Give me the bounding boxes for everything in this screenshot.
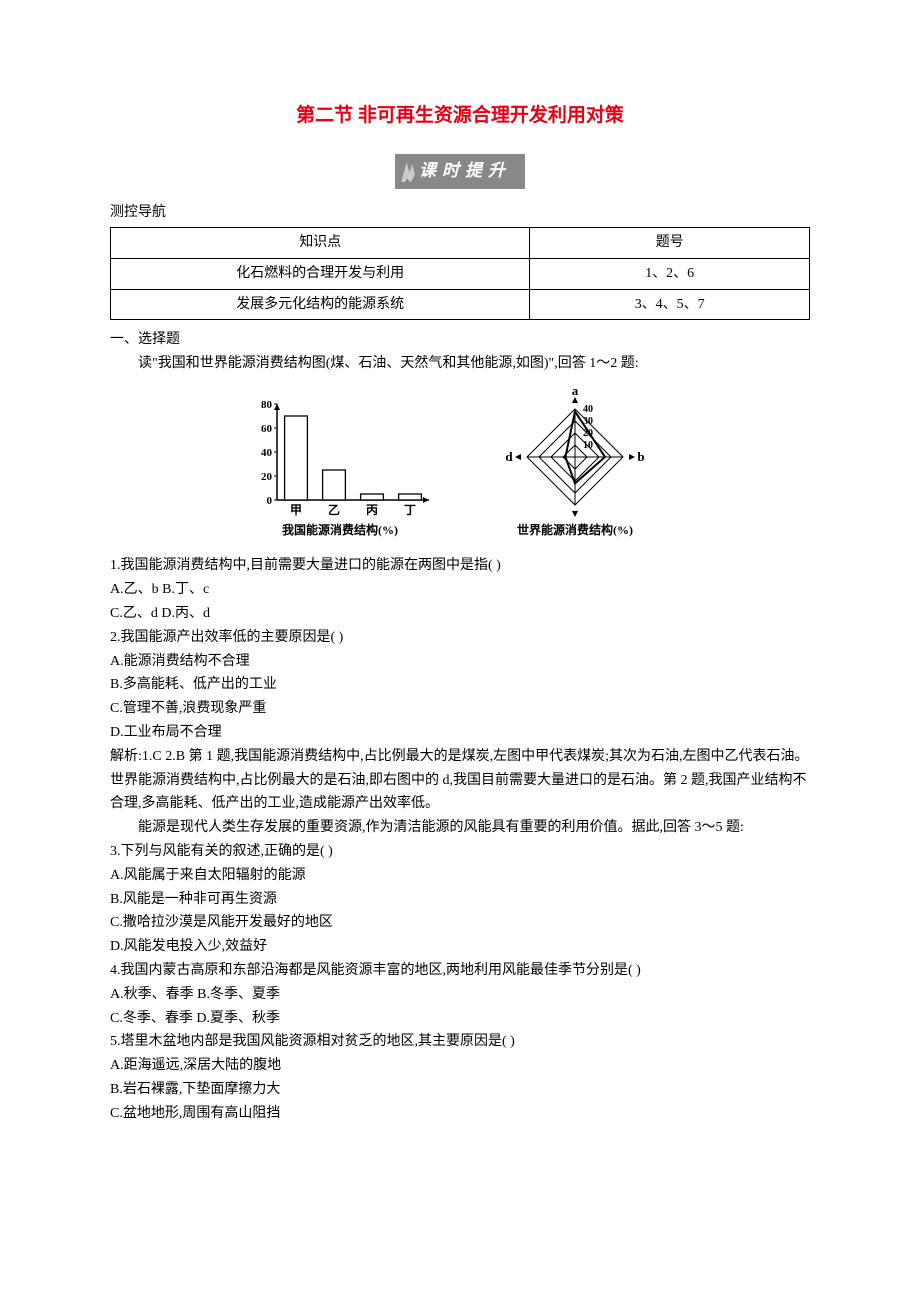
q3-opt: C.撒哈拉沙漠是风能开发最好的地区 [110, 911, 810, 935]
table-row: 发展多元化结构的能源系统 3、4、5、7 [111, 289, 810, 320]
explanation: 解析:1.C 2.B 第 1 题,我国能源消费结构中,占比例最大的是煤炭,左图中… [110, 745, 810, 816]
badge-wrap: 课时提升 [110, 154, 810, 189]
q5-stem: 5.塔里木盆地内部是我国风能资源相对贫乏的地区,其主要原因是( ) [110, 1030, 810, 1054]
svg-text:60: 60 [261, 423, 273, 435]
svg-text:20: 20 [261, 471, 273, 483]
bar-chart-caption: 我国能源消费结构(%) [245, 520, 435, 540]
svg-text:c: c [572, 515, 578, 518]
section-a-heading: 一、选择题 [110, 328, 810, 352]
intro-text: 能源是现代人类生存发展的重要资源,作为清洁能源的风能具有重要的利用价值。据此,回… [110, 816, 810, 840]
radar-chart-caption: 世界能源消费结构(%) [475, 520, 675, 540]
intro-text: 读"我国和世界能源消费结构图(煤、石油、天然气和其他能源,如图)",回答 1～2… [110, 352, 810, 376]
radar-chart: abcd10203040 世界能源消费结构(%) [475, 388, 675, 540]
svg-text:乙: 乙 [328, 503, 340, 517]
q2-opt: D.工业布局不合理 [110, 721, 810, 745]
q3-opt: B.风能是一种非可再生资源 [110, 888, 810, 912]
svg-text:d: d [505, 449, 513, 464]
svg-text:40: 40 [583, 404, 593, 415]
q4-opt: C.冬季、春季 D.夏季、秋季 [110, 1007, 810, 1031]
table-row: 知识点 题号 [111, 227, 810, 258]
col-header: 题号 [530, 227, 810, 258]
svg-text:丁: 丁 [404, 503, 416, 517]
bar-chart-svg: 0 20 40 60 80 甲 乙 丙 丁 [245, 398, 435, 518]
chart-area: 020406080甲乙丙丁 我国能源消费结构(%) abcd10203040 世… [110, 388, 810, 540]
bar-chart: 0 20 40 60 80 甲 乙 丙 丁 我国能源消费结构(%) [245, 398, 435, 540]
svg-text:80: 80 [261, 399, 273, 411]
q1-stem: 1.我国能源消费结构中,目前需要大量进口的能源在两图中是指( ) [110, 554, 810, 578]
svg-text:丙: 丙 [366, 503, 378, 517]
q2-opt: C.管理不善,浪费现象严重 [110, 697, 810, 721]
svg-text:10: 10 [583, 440, 593, 451]
radar-chart-svg: abcd10203040 [475, 388, 675, 518]
q5-opt: C.盆地地形,周围有高山阻挡 [110, 1102, 810, 1126]
table-cell: 1、2、6 [530, 258, 810, 289]
svg-text:b: b [637, 449, 644, 464]
svg-text:a: a [572, 388, 579, 398]
section-badge: 课时提升 [395, 154, 525, 189]
q2-opt: A.能源消费结构不合理 [110, 650, 810, 674]
table-row: 化石燃料的合理开发与利用 1、2、6 [111, 258, 810, 289]
svg-text:0: 0 [267, 495, 273, 507]
q4-stem: 4.我国内蒙古高原和东部沿海都是风能资源丰富的地区,两地利用风能最佳季节分别是(… [110, 959, 810, 983]
nav-table: 知识点 题号 化石燃料的合理开发与利用 1、2、6 发展多元化结构的能源系统 3… [110, 227, 810, 320]
nav-label: 测控导航 [110, 201, 810, 225]
svg-text:40: 40 [261, 447, 273, 459]
q2-stem: 2.我国能源产出效率低的主要原因是( ) [110, 626, 810, 650]
q1-opt: A.乙、b B.丁、c [110, 578, 810, 602]
q3-opt: D.风能发电投入少,效益好 [110, 935, 810, 959]
table-cell: 化石燃料的合理开发与利用 [111, 258, 530, 289]
q2-opt: B.多高能耗、低产出的工业 [110, 673, 810, 697]
q4-opt: A.秋季、春季 B.冬季、夏季 [110, 983, 810, 1007]
q3-opt: A.风能属于来自太阳辐射的能源 [110, 864, 810, 888]
table-cell: 发展多元化结构的能源系统 [111, 289, 530, 320]
col-header: 知识点 [111, 227, 530, 258]
q5-opt: A.距海遥远,深居大陆的腹地 [110, 1054, 810, 1078]
page-title: 第二节 非可再生资源合理开发利用对策 [110, 100, 810, 132]
svg-text:甲: 甲 [290, 503, 302, 517]
q3-stem: 3.下列与风能有关的叙述,正确的是( ) [110, 840, 810, 864]
table-cell: 3、4、5、7 [530, 289, 810, 320]
q1-opt: C.乙、d D.丙、d [110, 602, 810, 626]
q5-opt: B.岩石裸露,下垫面摩擦力大 [110, 1078, 810, 1102]
